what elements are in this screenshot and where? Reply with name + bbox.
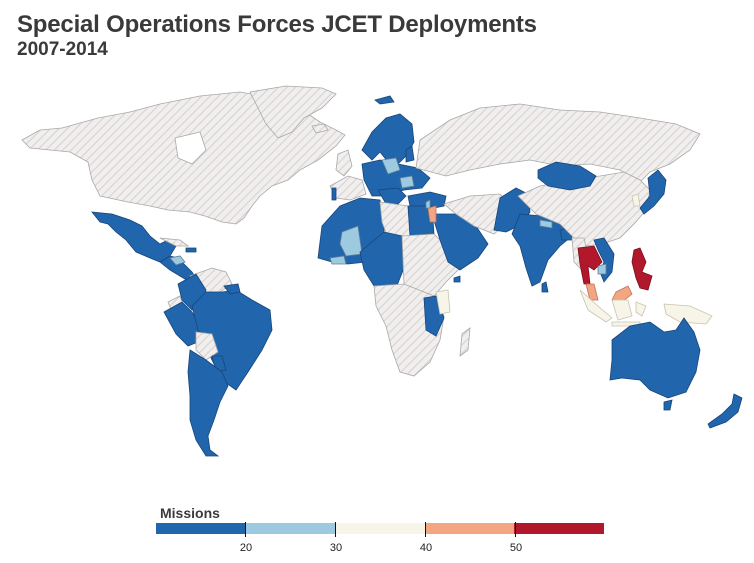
region-indonesia[interactable] — [579, 289, 647, 327]
legend-tick — [425, 522, 426, 537]
region-lebanon[interactable] — [425, 199, 431, 209]
region-new-zealand[interactable] — [707, 393, 743, 429]
legend-bin-20-30 — [245, 523, 336, 534]
legend-tick-label: 40 — [419, 542, 433, 554]
region-balkans[interactable] — [377, 187, 407, 205]
region-honduras[interactable] — [169, 255, 186, 266]
region-vietnam-laos[interactable] — [593, 237, 615, 283]
legend-tick-label: 50 — [509, 542, 523, 554]
region-poland[interactable] — [381, 157, 401, 175]
legend-tick-label: 30 — [329, 542, 343, 554]
region-guianas[interactable] — [223, 283, 241, 295]
region-png[interactable] — [663, 303, 713, 325]
region-cuba[interactable] — [159, 237, 190, 247]
region-japan[interactable] — [639, 169, 667, 215]
world-map — [21, 85, 743, 457]
region-nepal[interactable] — [539, 219, 553, 229]
region-tasmania[interactable] — [663, 399, 673, 411]
legend-tick — [335, 522, 336, 537]
legend-title: Missions — [160, 505, 220, 521]
region-iceland[interactable] — [311, 123, 329, 134]
region-australia[interactable] — [609, 317, 701, 399]
legend-bin-lt20 — [156, 523, 246, 534]
region-greenland[interactable] — [249, 85, 337, 139]
chart-title: Special Operations Forces JCET Deploymen… — [17, 11, 537, 38]
region-djibouti[interactable] — [453, 275, 461, 283]
region-mexico[interactable] — [91, 211, 177, 263]
legend-bin-gt50 — [514, 523, 604, 534]
region-baltics[interactable] — [405, 145, 415, 163]
region-jordan[interactable] — [427, 205, 437, 223]
legend-bin-30-40 — [335, 523, 425, 534]
legend-tick — [245, 522, 246, 537]
legend: Missions 20 30 40 50 — [156, 505, 606, 555]
chart-subtitle: 2007-2014 — [17, 39, 108, 60]
region-malaysia-borneo[interactable] — [611, 285, 633, 303]
region-romania[interactable] — [399, 175, 415, 189]
region-hudson-bay — [174, 131, 207, 165]
legend-tick — [515, 522, 516, 537]
region-mali[interactable] — [339, 225, 363, 257]
region-malaysia-peninsula[interactable] — [585, 283, 599, 301]
region-uk-ireland[interactable] — [335, 149, 353, 177]
region-philippines[interactable] — [631, 247, 653, 291]
legend-tick-label: 20 — [239, 542, 253, 554]
region-cambodia[interactable] — [597, 263, 607, 275]
region-caribbean[interactable] — [185, 247, 197, 253]
region-sri-lanka[interactable] — [541, 281, 549, 293]
region-svalbard[interactable] — [374, 95, 395, 105]
region-kenya[interactable] — [435, 289, 451, 315]
region-madagascar[interactable] — [459, 327, 471, 357]
legend-bin-40-50 — [424, 523, 515, 534]
region-korea-south[interactable] — [631, 193, 641, 207]
region-portugal[interactable] — [331, 187, 337, 201]
region-thailand[interactable] — [577, 245, 603, 285]
region-russia[interactable] — [415, 103, 701, 183]
region-argentina-chile[interactable] — [187, 349, 229, 457]
region-burkina[interactable] — [329, 255, 347, 265]
region-mongolia[interactable] — [537, 161, 597, 191]
legend-color-bar — [156, 523, 604, 534]
